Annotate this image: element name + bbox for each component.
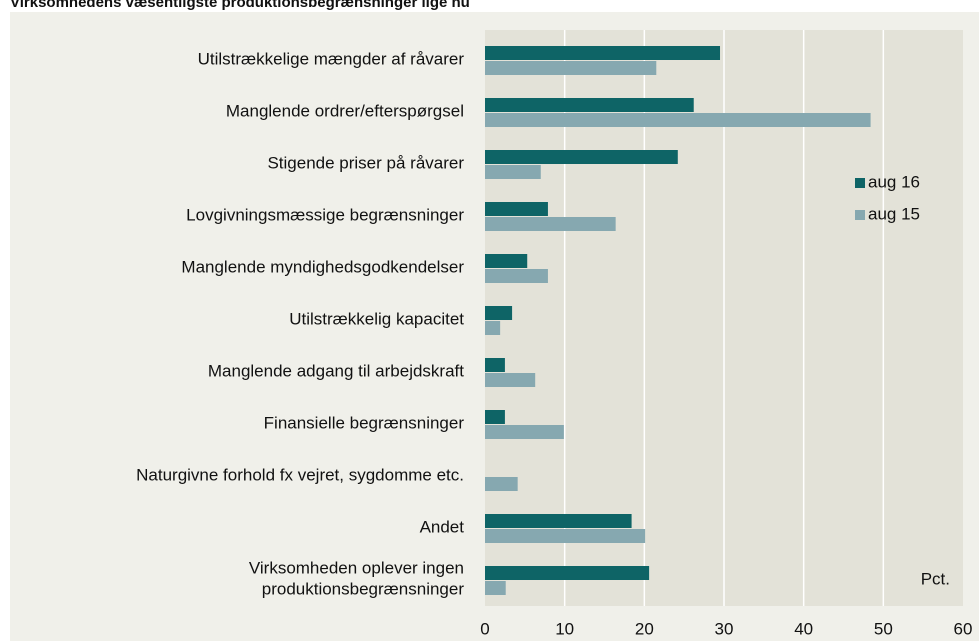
bar bbox=[485, 477, 518, 491]
bar bbox=[485, 217, 616, 231]
x-tick-label: 40 bbox=[794, 619, 813, 638]
y-tick-label: Utilstrækkelige mængder af råvarer bbox=[198, 49, 465, 68]
y-tick-label: Lovgivningsmæssige begrænsninger bbox=[186, 205, 464, 224]
x-tick-label: 30 bbox=[715, 619, 734, 638]
x-tick-label: 60 bbox=[954, 619, 973, 638]
y-tick-label: Manglende myndighedsgodkendelser bbox=[181, 257, 464, 276]
bar bbox=[485, 581, 506, 595]
bar bbox=[485, 269, 548, 283]
bar bbox=[485, 98, 694, 112]
y-tick-label: Manglende ordrer/efterspørgsel bbox=[226, 101, 464, 120]
bar bbox=[485, 514, 632, 528]
chart-title: Virksomhedens væsentligste produktionsbe… bbox=[10, 0, 470, 11]
unit-label: Pct. bbox=[921, 569, 950, 588]
bar bbox=[485, 113, 871, 127]
bar bbox=[485, 150, 678, 164]
x-tick-label: 10 bbox=[555, 619, 574, 638]
y-tick-label: Stigende priser på råvarer bbox=[267, 153, 464, 172]
bar bbox=[485, 165, 541, 179]
bar bbox=[485, 202, 548, 216]
y-tick-label: Finansielle begrænsninger bbox=[264, 413, 465, 432]
bar bbox=[485, 425, 564, 439]
x-tick-label: 20 bbox=[635, 619, 654, 638]
bar bbox=[485, 566, 650, 580]
x-tick-label: 0 bbox=[480, 619, 489, 638]
y-tick-label: Manglende adgang til arbejdskraft bbox=[208, 361, 464, 380]
legend-swatch bbox=[855, 178, 865, 188]
bar bbox=[485, 306, 513, 320]
x-tick-label: 50 bbox=[874, 619, 893, 638]
bar bbox=[485, 373, 536, 387]
bar bbox=[485, 410, 505, 424]
y-tick-label: Naturgivne forhold fx vejret, sygdomme e… bbox=[136, 465, 464, 484]
bar bbox=[485, 61, 657, 75]
bar bbox=[485, 254, 528, 268]
legend-swatch bbox=[855, 210, 865, 220]
bar bbox=[485, 46, 721, 60]
bar bbox=[485, 529, 646, 543]
y-tick-label: Virksomheden oplever ingen produktionsbeg… bbox=[249, 559, 464, 599]
bar bbox=[485, 358, 505, 372]
y-tick-label: Andet bbox=[420, 517, 465, 536]
bar bbox=[485, 321, 501, 335]
legend-label: aug 16 bbox=[868, 172, 920, 191]
y-tick-label: Utilstrækkelig kapacitet bbox=[289, 309, 464, 328]
legend-label: aug 15 bbox=[868, 204, 920, 223]
